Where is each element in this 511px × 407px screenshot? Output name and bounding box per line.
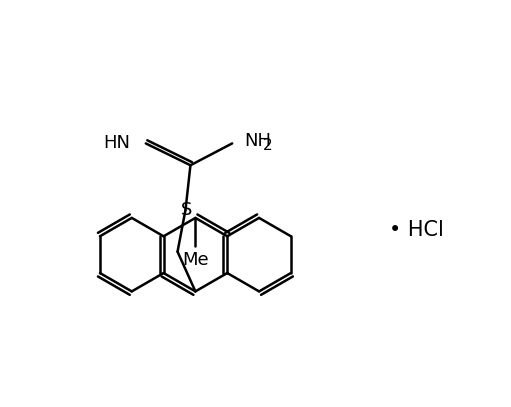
Text: Me: Me xyxy=(182,251,208,269)
Text: NH: NH xyxy=(244,132,271,151)
Text: S: S xyxy=(181,201,192,219)
Text: HN: HN xyxy=(103,134,130,152)
Text: 2: 2 xyxy=(263,138,272,153)
Text: • HCl: • HCl xyxy=(389,220,444,240)
